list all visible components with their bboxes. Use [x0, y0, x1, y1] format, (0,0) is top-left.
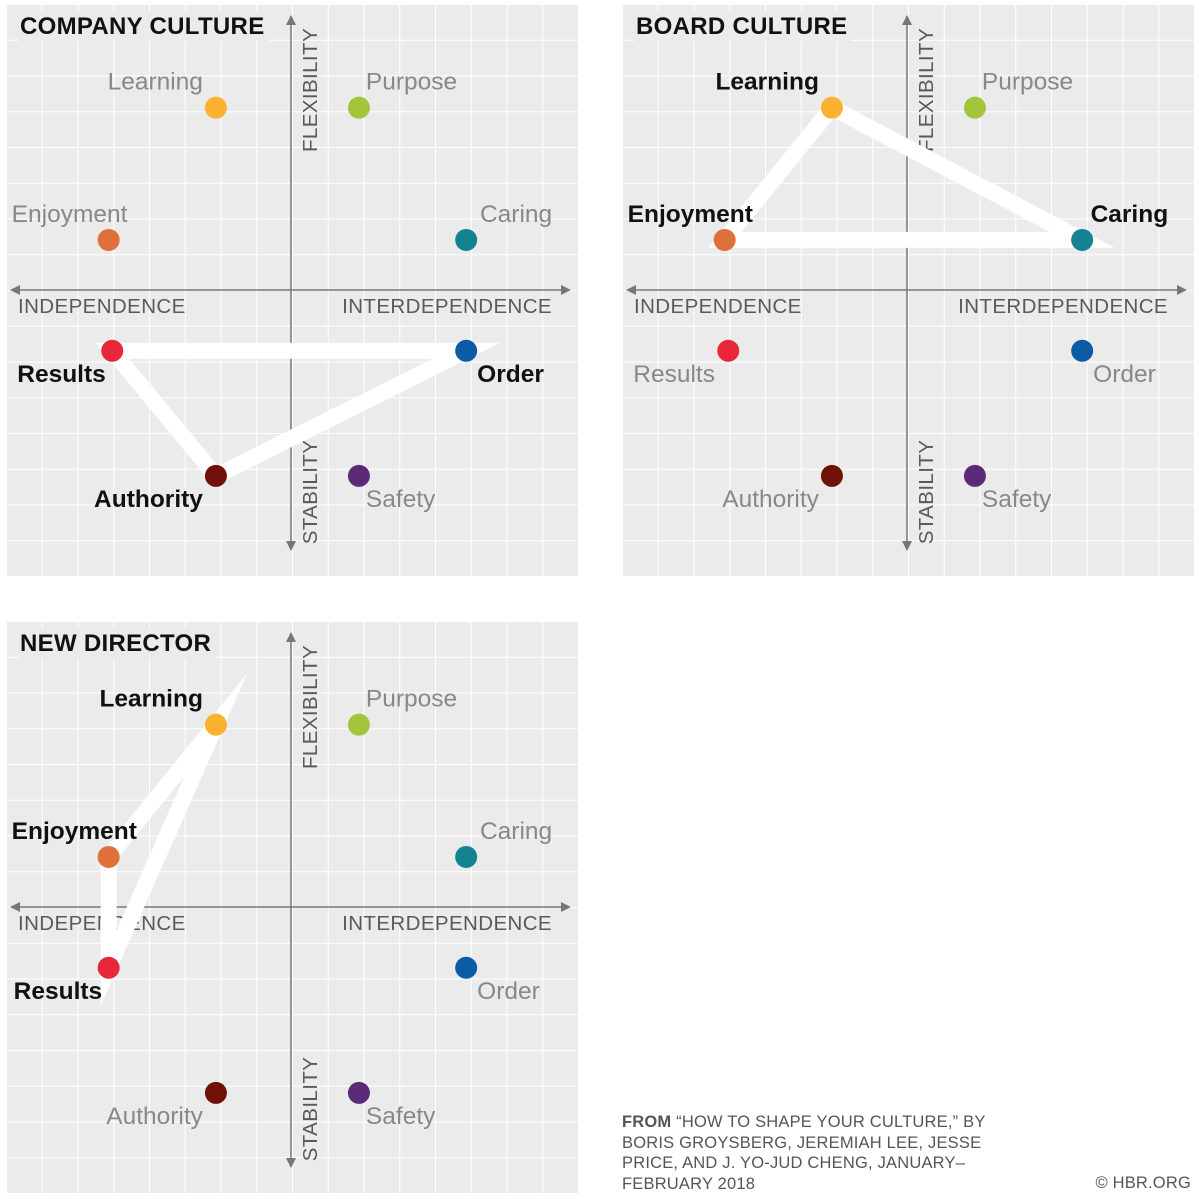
- label-learning: Learning: [715, 69, 818, 96]
- point-results: [717, 339, 740, 362]
- label-learning: Learning: [108, 69, 203, 96]
- y-axis-label-bottom: STABILITY: [299, 440, 322, 545]
- x-axis-arrow-right: [1177, 285, 1187, 295]
- label-learning: Learning: [99, 686, 202, 713]
- point-authority: [820, 464, 843, 487]
- highlight-polygon: [95, 342, 501, 486]
- label-safety: Safety: [366, 1103, 436, 1130]
- y-axis-arrow-bottom: [286, 1158, 296, 1168]
- y-axis-label-top: FLEXIBILITY: [915, 28, 938, 152]
- point-caring: [455, 228, 478, 251]
- point-learning: [204, 713, 227, 736]
- point-enjoyment: [97, 228, 120, 251]
- company-culture-title: COMPANY CULTURE: [18, 11, 269, 41]
- y-axis-label-top: FLEXIBILITY: [299, 28, 322, 152]
- x-axis-label-right: INTERDEPENDENCE: [958, 295, 1168, 318]
- axes-group: [10, 15, 571, 551]
- point-safety: [347, 1081, 370, 1104]
- point-safety: [347, 464, 370, 487]
- axes-group: [10, 632, 571, 1168]
- x-axis-label-right: INTERDEPENDENCE: [342, 295, 552, 318]
- y-axis-arrow-bottom: [286, 541, 296, 551]
- label-enjoyment: Enjoyment: [628, 201, 753, 228]
- highlight-polygon: [707, 97, 1115, 248]
- board-culture-title: BOARD CULTURE: [634, 11, 852, 41]
- point-enjoyment: [713, 228, 736, 251]
- point-results: [101, 339, 124, 362]
- source-from-label: FROM: [622, 1113, 672, 1131]
- point-purpose: [347, 713, 370, 736]
- x-axis-arrow-left: [10, 285, 20, 295]
- label-results: Results: [14, 978, 103, 1005]
- y-axis-arrow-top: [902, 15, 912, 25]
- y-axis-arrow-top: [286, 632, 296, 642]
- board-culture-panel: INDEPENDENCE INTERDEPENDENCE FLEXIBILITY ST…: [622, 4, 1194, 576]
- point-caring: [455, 845, 478, 868]
- y-axis-label-top: FLEXIBILITY: [299, 645, 322, 769]
- label-safety: Safety: [982, 486, 1052, 513]
- label-caring: Caring: [480, 201, 552, 228]
- point-purpose: [347, 96, 370, 119]
- source-note: FROM “HOW TO SHAPE YOUR CULTURE,” BY BOR…: [622, 1112, 1002, 1194]
- label-authority: Authority: [94, 486, 203, 513]
- point-safety: [963, 464, 986, 487]
- point-learning: [204, 96, 227, 119]
- point-learning: [820, 96, 843, 119]
- point-order: [455, 339, 478, 362]
- y-axis-label-bottom: STABILITY: [915, 440, 938, 545]
- new-director-panel: INDEPENDENCE INTERDEPENDENCE FLEXIBILITY ST…: [6, 621, 578, 1193]
- axes-group: [626, 15, 1187, 551]
- source-text: “HOW TO SHAPE YOUR CULTURE,” BY BORIS GR…: [622, 1113, 986, 1193]
- label-purpose: Purpose: [366, 686, 457, 713]
- point-purpose: [963, 96, 986, 119]
- label-authority: Authority: [722, 486, 819, 513]
- point-authority: [204, 1081, 227, 1104]
- label-enjoyment: Enjoyment: [12, 201, 128, 228]
- label-purpose: Purpose: [366, 69, 457, 96]
- label-safety: Safety: [366, 486, 436, 513]
- new-director-plot: INDEPENDENCE INTERDEPENDENCEFLEXIBILITYST…: [10, 632, 571, 1168]
- point-order: [455, 956, 478, 979]
- y-axis-arrow-top: [286, 15, 296, 25]
- label-purpose: Purpose: [982, 69, 1073, 96]
- label-results: Results: [633, 361, 715, 388]
- x-axis-arrow-left: [626, 285, 636, 295]
- x-axis-arrow-right: [561, 285, 571, 295]
- point-results: [97, 956, 120, 979]
- x-axis-arrow-left: [10, 902, 20, 912]
- new-director-title: NEW DIRECTOR: [18, 628, 216, 658]
- y-axis-label-bottom: STABILITY: [299, 1057, 322, 1162]
- board-culture-plot: INDEPENDENCE INTERDEPENDENCE FLEXIBILITY ST…: [626, 15, 1187, 551]
- label-order: Order: [1093, 361, 1156, 388]
- label-results: Results: [17, 361, 106, 388]
- point-enjoyment: [97, 845, 120, 868]
- x-axis-arrow-right: [561, 902, 571, 912]
- company-culture-plot: INDEPENDENCE INTERDEPENDENCE FLEXIBILITY ST…: [10, 15, 571, 551]
- label-caring: Caring: [480, 818, 552, 845]
- label-authority: Authority: [106, 1103, 203, 1130]
- x-axis-label-left: INDEPENDENCE: [18, 295, 186, 318]
- x-axis-label-left: INDEPENDENCE: [634, 295, 802, 318]
- credit-text: © HBR.ORG: [1095, 1174, 1191, 1192]
- label-order: Order: [477, 978, 540, 1005]
- y-axis-arrow-bottom: [902, 541, 912, 551]
- label-enjoyment: Enjoyment: [12, 818, 137, 845]
- label-order: Order: [477, 361, 544, 388]
- point-caring: [1071, 228, 1094, 251]
- highlight-polygon: [100, 673, 248, 1006]
- label-caring: Caring: [1091, 201, 1169, 228]
- company-culture-panel: INDEPENDENCE INTERDEPENDENCE FLEXIBILITY ST…: [6, 4, 578, 576]
- point-authority: [204, 464, 227, 487]
- point-order: [1071, 339, 1094, 362]
- x-axis-label-right: INTERDEPENDENCE: [342, 912, 552, 935]
